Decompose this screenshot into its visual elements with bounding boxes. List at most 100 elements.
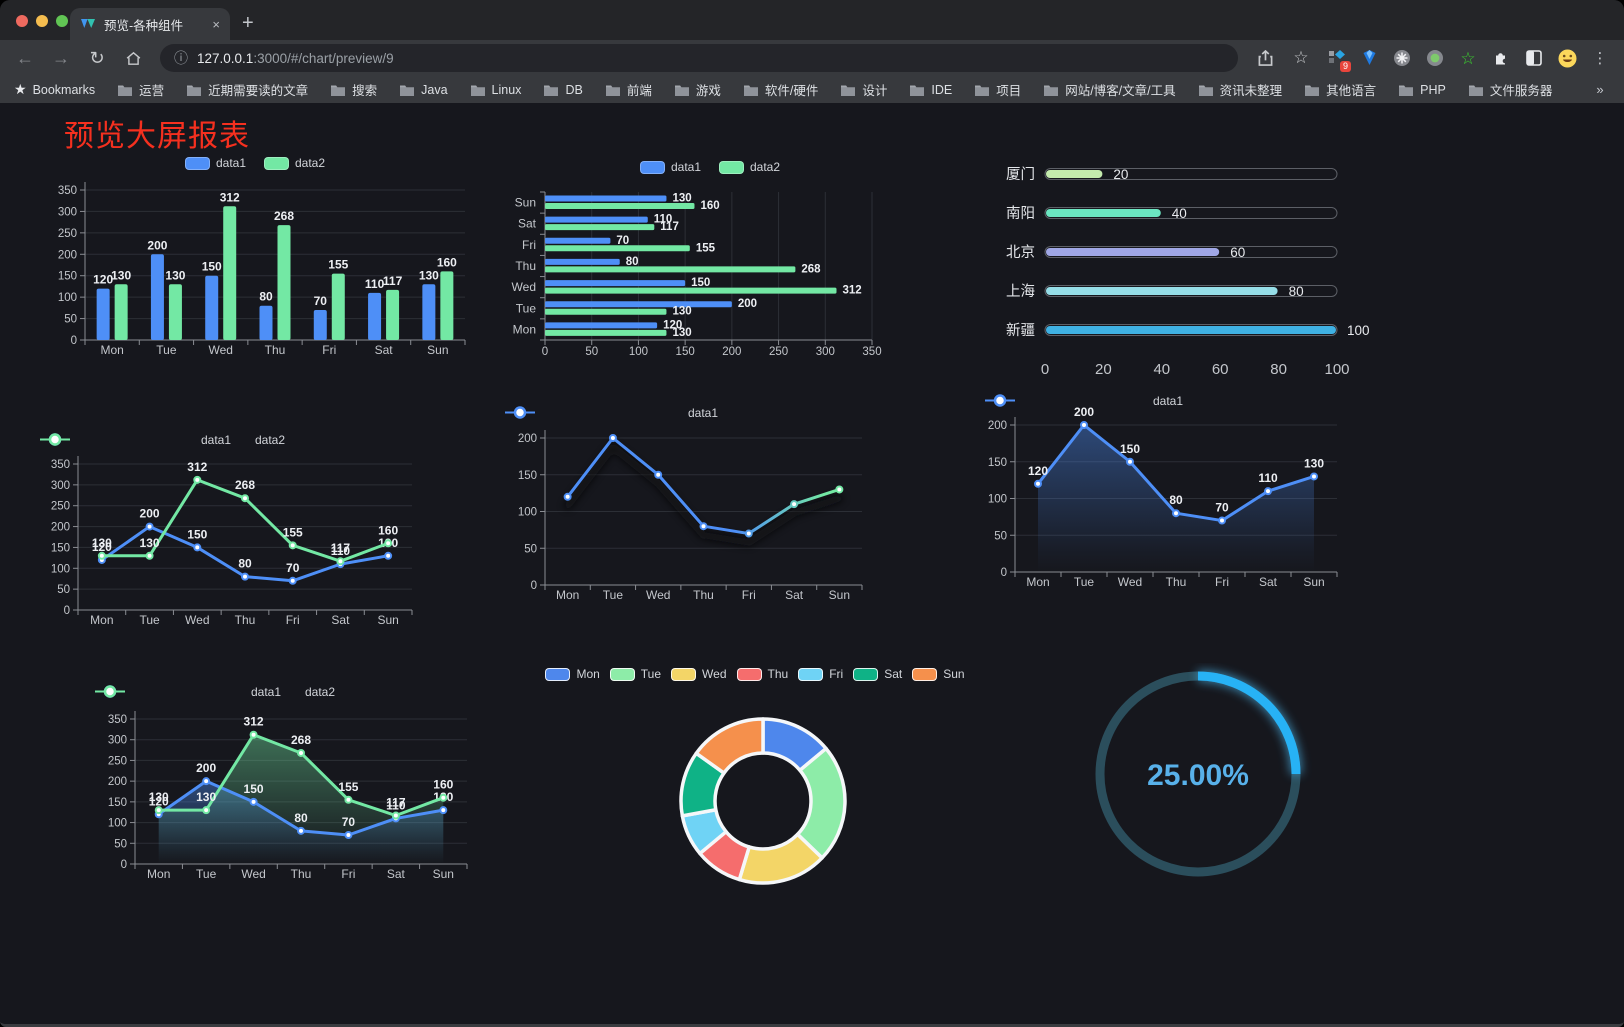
split-screen-icon[interactable] <box>1524 48 1544 68</box>
svg-text:100: 100 <box>518 507 537 519</box>
extension-snowflake-icon[interactable] <box>1392 48 1412 68</box>
home-icon[interactable] <box>118 44 148 72</box>
bookmark-folder[interactable]: 网站/博客/文章/工具 <box>1043 80 1176 99</box>
svg-text:130: 130 <box>140 536 160 550</box>
legend-item-Sat[interactable]: Sat <box>853 667 902 681</box>
bookmarks-overflow-chevron[interactable]: » <box>1596 82 1604 97</box>
svg-text:Fri: Fri <box>322 343 336 357</box>
site-info-icon[interactable]: ⓘ <box>174 50 188 66</box>
folder-icon <box>674 85 689 96</box>
legend-item-data2[interactable]: data2 <box>95 685 336 699</box>
chart-canvas: 厦门 20 南阳 40 北京 60 上海 80 新疆 100 0 20 40 60 80 100 <box>1006 166 1370 378</box>
legend-label: Sun <box>943 667 965 681</box>
extension-star-icon[interactable]: ☆ <box>1460 48 1476 68</box>
svg-text:Sat: Sat <box>375 343 394 357</box>
svg-text:110: 110 <box>1258 471 1278 485</box>
share-icon[interactable] <box>1250 44 1280 72</box>
bookmark-star-icon[interactable]: ☆ <box>1293 48 1309 67</box>
folder-icon <box>1044 85 1059 96</box>
legend-swatch-icon <box>719 160 744 174</box>
chart-canvas: 0 50 100 150 200 250 300 350 Mon Tue Wed Thu Fri Sat S… <box>108 711 468 881</box>
svg-text:0: 0 <box>64 605 70 617</box>
svg-text:50: 50 <box>524 543 537 555</box>
legend-item-Tue[interactable]: Tue <box>609 667 661 681</box>
svg-text:200: 200 <box>722 346 741 358</box>
legend-item-data1[interactable]: data1 <box>95 685 281 699</box>
svg-text:80: 80 <box>626 256 639 268</box>
tab-close-icon[interactable]: × <box>212 16 220 32</box>
legend-item-data1[interactable]: data1 <box>639 160 701 174</box>
svg-text:350: 350 <box>58 185 77 197</box>
bookmark-folder[interactable]: 运营 <box>117 80 164 99</box>
close-window-button[interactable] <box>16 15 28 27</box>
emoji-extension-icon[interactable] <box>1557 48 1577 68</box>
legend-item-data2[interactable]: data2 <box>40 433 285 447</box>
extension-dot-icon[interactable] <box>1425 48 1445 68</box>
bookmark-list: 运营 近期需要读的文章 搜索 Java Linux DB 前端 游戏 软件/硬件 设计 IDE 项目 网… <box>117 80 1552 99</box>
bookmarks-manager[interactable]: ★ Bookmarks <box>14 81 95 98</box>
bookmark-folder[interactable]: 项目 <box>974 80 1021 99</box>
bookmark-folder[interactable]: 软件/硬件 <box>743 80 818 99</box>
forward-icon[interactable]: → <box>52 47 70 68</box>
bookmark-folder[interactable]: Java <box>399 80 448 99</box>
url-text: 127.0.0.1:3000/#/chart/preview/9 <box>197 51 394 66</box>
svg-text:155: 155 <box>283 525 303 539</box>
svg-text:268: 268 <box>235 478 255 492</box>
bookmark-folder[interactable]: 前端 <box>605 80 652 99</box>
svg-text:150: 150 <box>187 527 207 541</box>
legend-item-Fri[interactable]: Fri <box>798 667 843 681</box>
chart-legend: data1 data2 <box>40 433 440 447</box>
legend-item-data1[interactable]: data1 <box>184 156 246 170</box>
extension-gem-icon[interactable] <box>1359 48 1379 68</box>
extensions-puzzle-icon[interactable] <box>1491 48 1511 68</box>
bookmark-folder[interactable]: 搜索 <box>330 80 377 99</box>
bookmark-folder[interactable]: IDE <box>909 80 952 99</box>
chart-progress-bars: 厦门 20 南阳 40 北京 60 上海 80 新疆 100 0 20 40 60 80 100 <box>960 148 1390 438</box>
legend-item-data2[interactable]: data2 <box>719 160 780 174</box>
reload-icon[interactable]: ↻ <box>89 47 105 68</box>
legend-item-data2[interactable]: data2 <box>264 156 325 170</box>
legend-swatch-icon <box>798 667 824 681</box>
svg-text:Sat: Sat <box>1259 575 1278 589</box>
bookmark-folder[interactable]: 其他语言 <box>1304 80 1376 99</box>
bookmark-folder[interactable]: Linux <box>470 80 521 99</box>
address-bar[interactable]: ⓘ 127.0.0.1:3000/#/chart/preview/9 <box>160 44 1238 72</box>
extension-grid-icon[interactable]: 9 <box>1326 48 1351 72</box>
legend-marker-icon <box>505 406 535 419</box>
bookmark-folder[interactable]: 设计 <box>840 80 887 99</box>
svg-text:200: 200 <box>738 298 757 310</box>
browser-menu-icon[interactable]: ⋮ <box>1592 50 1608 67</box>
chart-canvas <box>679 717 847 885</box>
folder-icon <box>470 85 485 96</box>
svg-text:Sat: Sat <box>387 867 406 881</box>
bookmark-folder[interactable]: DB <box>543 80 583 99</box>
legend-label: data2 <box>305 685 336 699</box>
svg-text:80: 80 <box>1270 361 1287 378</box>
bookmark-folder[interactable]: 游戏 <box>674 80 721 99</box>
bookmark-folder[interactable]: 文件服务器 <box>1468 80 1552 99</box>
legend-item-Wed[interactable]: Wed <box>671 667 727 681</box>
legend-marker-icon <box>40 433 70 446</box>
svg-text:350: 350 <box>862 346 881 358</box>
bookmark-folder[interactable]: PHP <box>1398 80 1446 99</box>
legend-item-data1[interactable]: data1 <box>985 394 1183 408</box>
folder-icon <box>910 85 925 96</box>
url-host: 127.0.0.1 <box>197 50 254 66</box>
zoom-window-button[interactable] <box>56 15 68 27</box>
back-icon[interactable]: ← <box>16 47 34 68</box>
svg-text:Sun: Sun <box>433 867 454 881</box>
legend-item-data1[interactable]: data1 <box>505 406 718 420</box>
legend-item-Sun[interactable]: Sun <box>912 667 965 681</box>
browser-tab[interactable]: 预览-各种组件 × <box>70 8 230 40</box>
minimize-window-button[interactable] <box>36 15 48 27</box>
legend-item-data1[interactable]: data1 <box>40 433 231 447</box>
svg-text:Tue: Tue <box>139 613 160 627</box>
bookmark-folder[interactable]: 资讯未整理 <box>1198 80 1282 99</box>
tab-title: 预览-各种组件 <box>104 18 184 33</box>
legend-item-Mon[interactable]: Mon <box>545 667 600 681</box>
legend-item-Thu[interactable]: Thu <box>736 667 788 681</box>
bookmark-folder[interactable]: 近期需要读的文章 <box>186 80 308 99</box>
new-tab-button[interactable]: + <box>242 12 254 34</box>
svg-text:268: 268 <box>801 263 821 275</box>
